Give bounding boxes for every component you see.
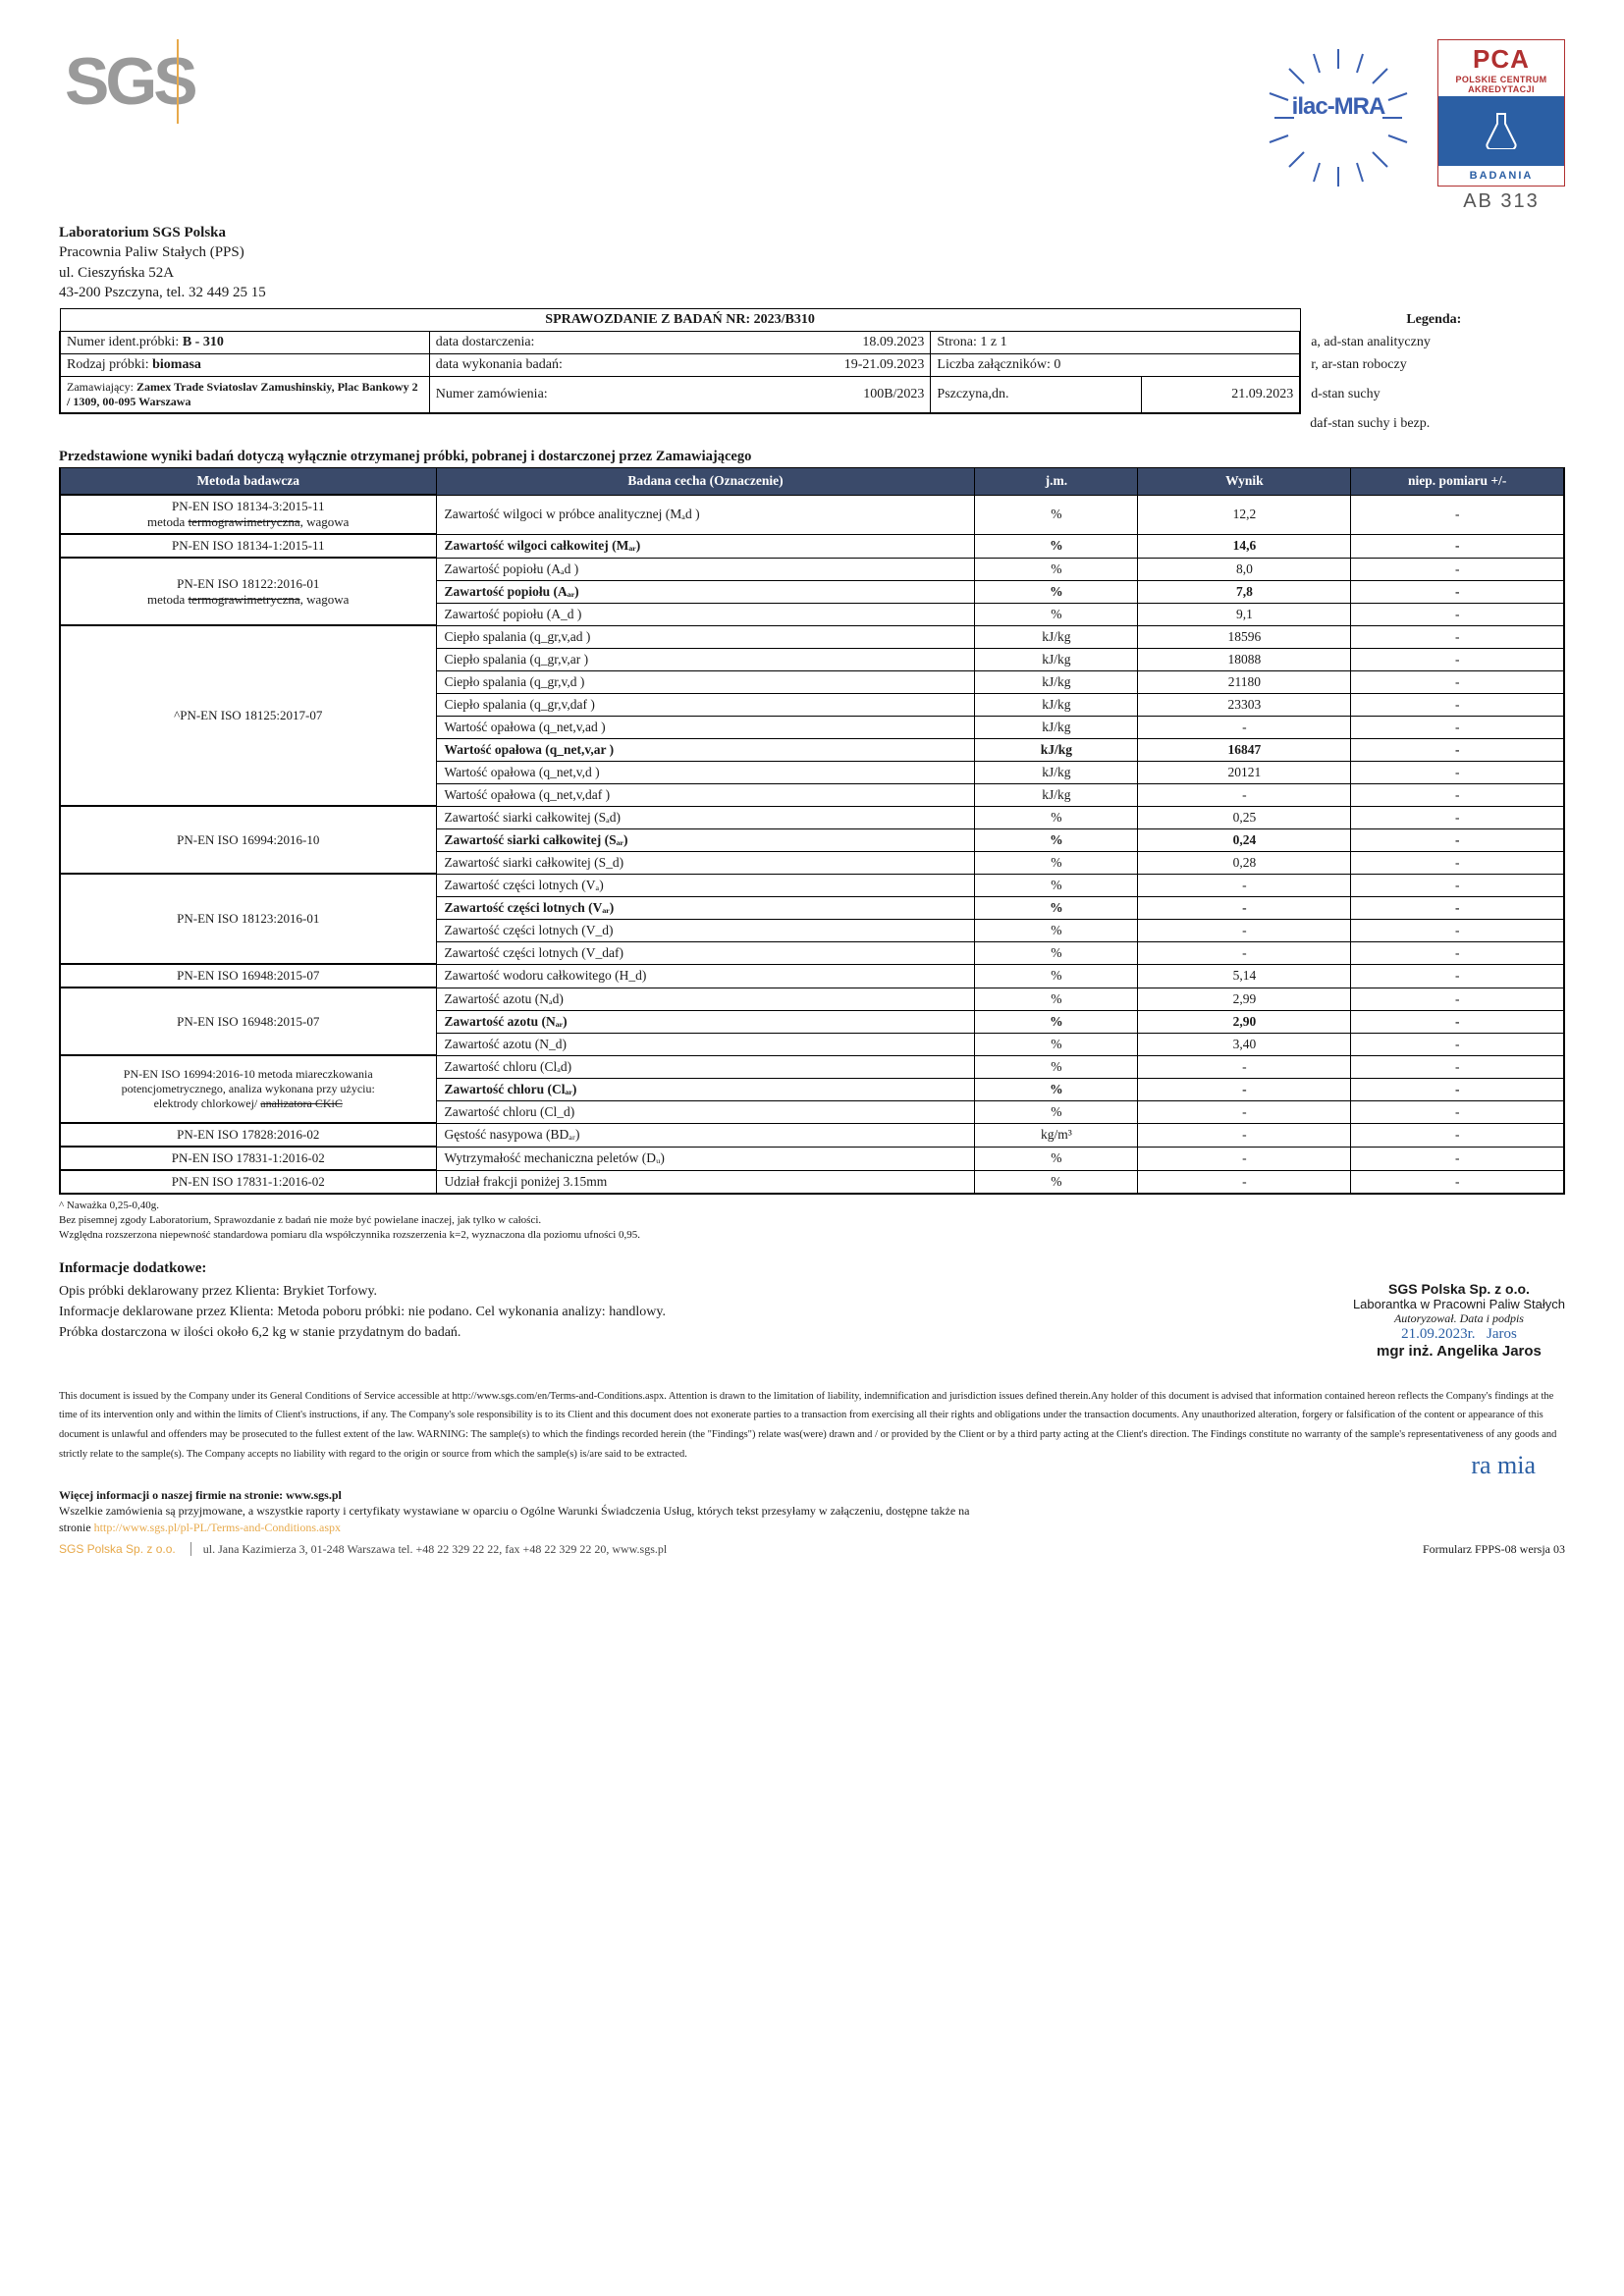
- pca-flask-icon: [1438, 96, 1564, 166]
- footnote-2: Bez pisemnej zgody Laboratorium, Sprawoz…: [59, 1213, 1565, 1228]
- meta-table: SPRAWOZDANIE Z BADAŃ NR: 2023/B310 Legen…: [59, 308, 1565, 435]
- col-method: Metoda badawcza: [60, 468, 436, 496]
- table-row: PN-EN ISO 17831-1:2016-02 Udział frakcji…: [60, 1170, 1564, 1194]
- sig-company: SGS Polska Sp. z o.o.: [1353, 1281, 1565, 1297]
- info-header: Informacje dodatkowe:: [59, 1260, 1565, 1277]
- method-10: PN-EN ISO 17828:2016-02: [60, 1123, 436, 1147]
- signature-block: SGS Polska Sp. z o.o. Laborantka w Praco…: [1353, 1281, 1565, 1360]
- footnote-3: Względna rozszerzona niepewność standard…: [59, 1228, 1565, 1243]
- method-2: PN-EN ISO 18134-1:2015-11: [60, 534, 436, 558]
- pca-block: PCA POLSKIE CENTRUM AKREDYTACJI BADANIA …: [1437, 39, 1565, 213]
- delivery-cell: data dostarczenia:18.09.2023: [429, 332, 931, 354]
- sig-date-line: 21.09.2023r. Jaros: [1353, 1326, 1565, 1343]
- footnotes: ^ Naważka 0,25-0,40g. Bez pisemnej zgody…: [59, 1199, 1565, 1243]
- legend-header: Legenda:: [1300, 309, 1564, 332]
- sig-auth: Autoryzował. Data i podpis: [1353, 1311, 1565, 1326]
- lab-line2: Pracownia Paliw Stałych (PPS): [59, 242, 1565, 262]
- table-row: PN-EN ISO 16948:2015-07 Zawartość wodoru…: [60, 964, 1564, 988]
- table-row: PN-EN ISO 18134-1:2015-11 Zawartość wilg…: [60, 534, 1564, 558]
- method-11: PN-EN ISO 17831-1:2016-02: [60, 1147, 436, 1170]
- col-feature: Badana cecha (Oznaczenie): [436, 468, 975, 496]
- method-3: PN-EN ISO 18122:2016-01 metoda termograw…: [60, 558, 436, 625]
- footer-left-mid: SGS Polska Sp. z o.o. ul. Jana Kazimierz…: [59, 1542, 667, 1557]
- lab-title: Laboratorium SGS Polska: [59, 223, 1565, 242]
- table-row: PN-EN ISO 17831-1:2016-02 Wytrzymałość m…: [60, 1147, 1564, 1170]
- report-title: SPRAWOZDANIE Z BADAŃ NR: 2023/B310: [60, 309, 1300, 332]
- col-result: Wynik: [1138, 468, 1351, 496]
- results-header-row: Metoda badawcza Badana cecha (Oznaczenie…: [60, 468, 1564, 496]
- lab-info: Laboratorium SGS Polska Pracownia Paliw …: [59, 223, 1565, 302]
- legend-3: d-stan suchy: [1300, 377, 1564, 414]
- form-code: Formularz FPPS-08 wersja 03: [1423, 1542, 1565, 1557]
- method-12: PN-EN ISO 17831-1:2016-02: [60, 1170, 436, 1194]
- lab-line3: ul. Cieszyńska 52A: [59, 263, 1565, 283]
- page-cell: Strona: 1 z 1: [931, 332, 1300, 354]
- method-5: PN-EN ISO 16994:2016-10: [60, 806, 436, 874]
- method-9: PN-EN ISO 16994:2016-10 metoda miareczko…: [60, 1055, 436, 1123]
- pca-badania: BADANIA: [1438, 166, 1564, 186]
- place-cell: Pszczyna,dn.: [931, 377, 1142, 414]
- legend-2: r, ar-stan roboczy: [1300, 354, 1564, 377]
- sgs-logo-text: SGS: [65, 44, 194, 119]
- ab-number: AB 313: [1437, 190, 1565, 213]
- legend-1: a, ad-stan analityczny: [1300, 332, 1564, 354]
- footer-mid: ul. Jana Kazimierza 3, 01-248 Warszawa t…: [190, 1542, 667, 1556]
- header-row: SGS ilac-MRA PCA POLSKIE: [59, 39, 1565, 213]
- attach-cell: Liczba załączników: 0: [931, 354, 1300, 377]
- client-cell: Zamawiający: Zamex Trade Sviatoslav Zamu…: [60, 377, 429, 414]
- method-1: PN-EN ISO 18134-3:2015-11 metoda termogr…: [60, 495, 436, 534]
- table-row: PN-EN ISO 17828:2016-02 Gęstość nasypowa…: [60, 1123, 1564, 1147]
- col-unc: niep. pomiaru +/-: [1351, 468, 1564, 496]
- ilac-logo: ilac-MRA: [1255, 39, 1422, 196]
- legend-4: daf-stan suchy i bezp.: [1300, 413, 1564, 435]
- sig-dept: Laborantka w Pracowni Paliw Stałych: [1353, 1297, 1565, 1311]
- info-l1: Opis próbki deklarowany przez Klienta: B…: [59, 1281, 666, 1302]
- footnote-1: ^ Naważka 0,25-0,40g.: [59, 1199, 1565, 1213]
- table-row: PN-EN ISO 18134-3:2015-11 metoda termogr…: [60, 495, 1564, 534]
- method-6: PN-EN ISO 18123:2016-01: [60, 874, 436, 964]
- info-block: Opis próbki deklarowany przez Klienta: B…: [59, 1281, 1565, 1360]
- table-row: ^PN-EN ISO 18125:2017-07 Ciepło spalania…: [60, 625, 1564, 648]
- lab-line4: 43-200 Pszczyna, tel. 32 449 25 15: [59, 283, 1565, 302]
- table-row: PN-EN ISO 16994:2016-10 Zawartość siarki…: [60, 806, 1564, 828]
- sgs-logo: SGS: [59, 39, 200, 124]
- ilac-text: ilac-MRA: [1255, 93, 1422, 121]
- table-row: PN-EN ISO 16994:2016-10 metoda miareczko…: [60, 1055, 1564, 1078]
- footer-bar: SGS Polska Sp. z o.o. ul. Jana Kazimierz…: [59, 1542, 1565, 1557]
- sample-type-cell: Rodzaj próbki: biomasa: [60, 354, 429, 377]
- pca-title: PCA: [1438, 40, 1564, 75]
- method-8: PN-EN ISO 16948:2015-07: [60, 988, 436, 1055]
- sgs-logo-divider: [177, 39, 179, 124]
- sig-name: mgr inż. Angelika Jaros: [1353, 1343, 1565, 1360]
- pca-box: PCA POLSKIE CENTRUM AKREDYTACJI BADANIA: [1437, 39, 1565, 187]
- info-l2: Informacje deklarowane przez Klienta: Me…: [59, 1302, 666, 1322]
- method-4: ^PN-EN ISO 18125:2017-07: [60, 625, 436, 806]
- table-row: PN-EN ISO 16948:2015-07 Zawartość azotu …: [60, 988, 1564, 1010]
- col-unit: j.m.: [975, 468, 1138, 496]
- intro-line: Przedstawione wyniki badań dotyczą wyłąc…: [59, 449, 1565, 465]
- order-cell: Numer zamówienia:100B/2023: [429, 377, 931, 414]
- right-logos: ilac-MRA PCA POLSKIE CENTRUM AKREDYTACJI…: [1255, 39, 1565, 213]
- more-info-header: Więcej informacji o naszej firmie na str…: [59, 1488, 1565, 1503]
- table-row: PN-EN ISO 18123:2016-01 Zawartość części…: [60, 874, 1564, 896]
- method-7: PN-EN ISO 16948:2015-07: [60, 964, 436, 988]
- test-date-cell: data wykonania badań:19-21.09.2023: [429, 354, 931, 377]
- info-l3: Próbka dostarczona w ilości około 6,2 kg…: [59, 1322, 666, 1343]
- issue-date-cell: 21.09.2023: [1142, 377, 1300, 414]
- table-row: PN-EN ISO 18122:2016-01 metoda termograw…: [60, 558, 1564, 580]
- pca-subtitle: POLSKIE CENTRUM AKREDYTACJI: [1438, 75, 1564, 96]
- info-left: Opis próbki deklarowany przez Klienta: B…: [59, 1281, 666, 1360]
- results-table: Metoda badawcza Badana cecha (Oznaczenie…: [59, 467, 1565, 1195]
- sample-id-cell: Numer ident.próbki: B - 310: [60, 332, 429, 354]
- footer-left: SGS Polska Sp. z o.o.: [59, 1542, 176, 1556]
- more-info-text: Wszelkie zamówienia są przyjmowane, a ws…: [59, 1503, 1565, 1536]
